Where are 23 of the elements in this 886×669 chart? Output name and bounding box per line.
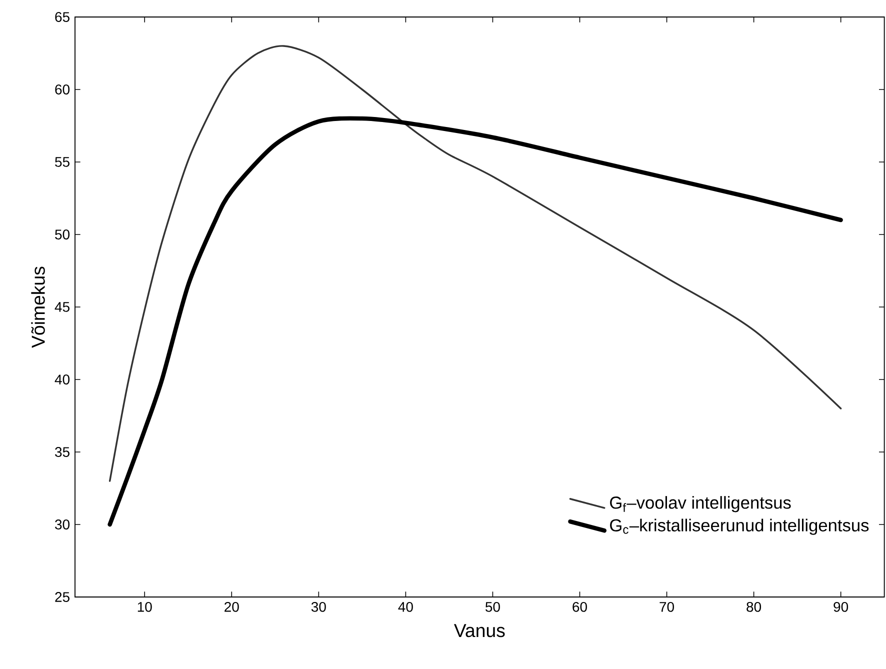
x-tick-label: 70 xyxy=(660,602,674,612)
x-tick-label: 60 xyxy=(572,602,587,612)
x-tick-label: 90 xyxy=(834,602,848,612)
y-tick-label: 50 xyxy=(55,230,70,240)
x-tick-label: 80 xyxy=(746,602,762,612)
x-tick-label: 10 xyxy=(138,602,152,612)
y-tick-label: 25 xyxy=(55,592,70,602)
y-axis-title: Võimekus xyxy=(31,266,45,348)
x-tick-label: 20 xyxy=(224,602,239,612)
legend-label: G$_{f}$–voolav intelligentsus xyxy=(610,496,791,512)
line-series xyxy=(108,45,842,482)
y-tick-label: 65 xyxy=(55,12,70,22)
x-tick-label: 40 xyxy=(398,602,413,612)
y-tick-label: 45 xyxy=(54,302,70,312)
y-tick-label: 35 xyxy=(55,447,70,457)
y-tick-label: 30 xyxy=(55,520,70,530)
legend-label: G$_{c}$–kristalliseerunud intelligentsus xyxy=(610,518,869,535)
y-tick-label: 60 xyxy=(55,84,70,94)
x-axis-title: Vanus xyxy=(454,624,505,638)
y-tick-label: 55 xyxy=(55,157,70,167)
x-tick-label: 50 xyxy=(485,602,500,612)
x-tick-label: 30 xyxy=(311,602,326,612)
y-tick-label: 40 xyxy=(54,374,70,384)
